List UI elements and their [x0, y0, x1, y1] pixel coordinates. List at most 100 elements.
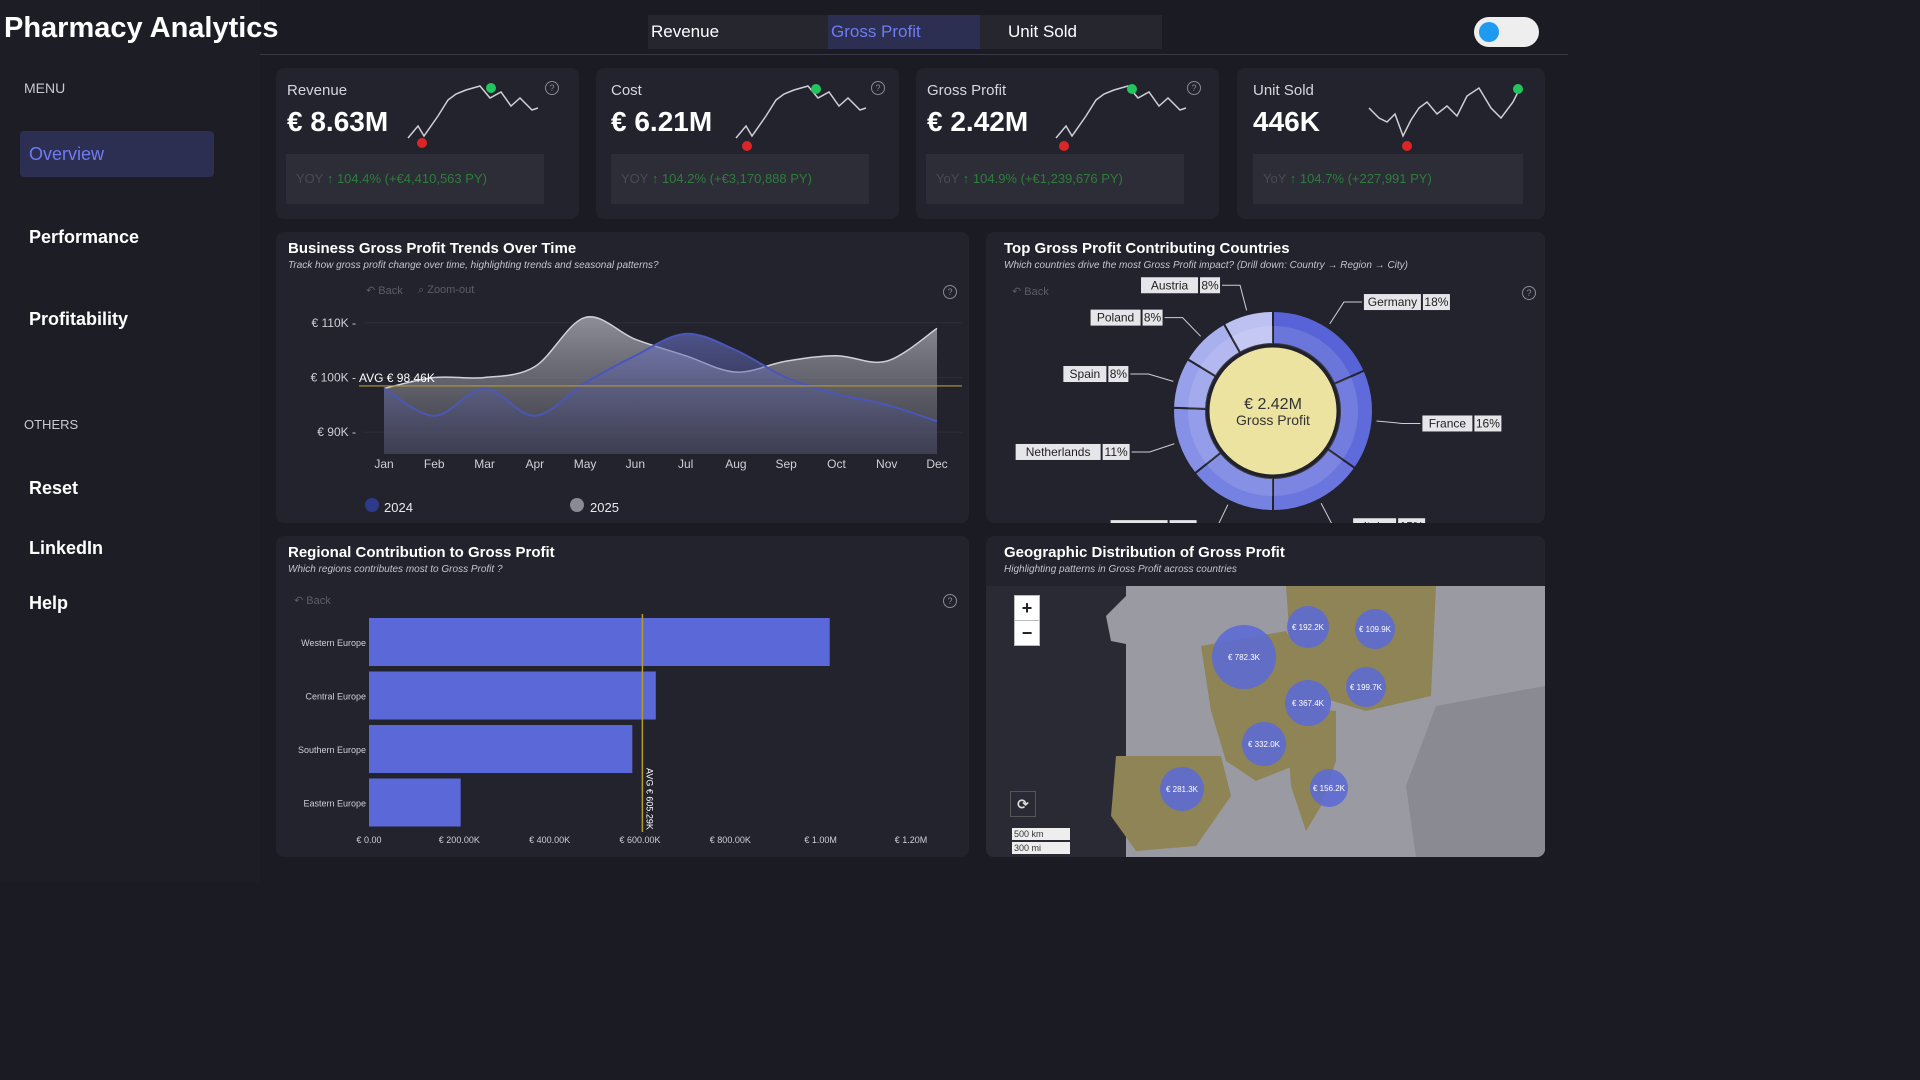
x-tick-label: Sep — [776, 457, 798, 471]
bar[interactable] — [369, 671, 656, 720]
map-bubble[interactable] — [1160, 767, 1204, 811]
donut-value-label: 15% — [1400, 519, 1424, 523]
scale-mi: 300 mi — [1012, 842, 1070, 854]
sparkline-low-point — [1402, 141, 1412, 151]
donut-category-label: Italy — [1364, 519, 1386, 523]
map-bubble-label: € 332.0K — [1248, 740, 1281, 749]
tab-unit-sold[interactable]: Unit Sold — [1008, 22, 1077, 41]
nav-item-linkedin[interactable]: LinkedIn — [29, 538, 104, 558]
help-icon[interactable]: ? — [871, 81, 885, 95]
bar[interactable] — [369, 725, 633, 773]
donut-value-label: 8% — [1144, 311, 1162, 325]
zoom-out-button[interactable]: ⌕ Zoom-out — [418, 284, 475, 296]
donut-slice[interactable] — [1222, 309, 1274, 354]
back-button[interactable]: ↶ Back — [366, 285, 403, 297]
help-icon[interactable]: ? — [1187, 81, 1201, 95]
panel-subtitle: Track how gross profit change over time,… — [288, 260, 659, 271]
x-tick-label: € 0.00 — [356, 835, 381, 845]
toggle-knob — [1479, 22, 1499, 42]
back-button[interactable]: ↶ Back — [294, 595, 331, 607]
kpi-card-gross-profit: Gross Profit € 2.42M ? YoY ↑ 104.9% (+€1… — [916, 68, 1219, 219]
donut-value-label: 14% — [1171, 521, 1195, 523]
donut-value-box — [1474, 415, 1502, 432]
donut-label-box — [1141, 277, 1199, 294]
donut-leader-line — [1164, 317, 1202, 337]
bar[interactable] — [369, 618, 830, 666]
back-button[interactable]: ↶ Back — [1012, 286, 1049, 298]
others-heading: OTHERS — [24, 417, 79, 432]
donut-slice-inner — [1231, 326, 1273, 353]
help-icon[interactable]: ? — [1522, 286, 1536, 300]
map-italy — [1286, 706, 1336, 831]
yoy-prefix: YOY — [621, 171, 649, 186]
yoy-change: ↑ 104.7% (+227,991 PY) — [1289, 171, 1432, 186]
help-icon[interactable]: ? — [943, 285, 957, 299]
x-tick-label: Dec — [926, 457, 947, 471]
map-bubble[interactable] — [1287, 606, 1329, 648]
x-tick-label: € 600.00K — [619, 835, 660, 845]
legend-2024-label: 2024 — [384, 500, 413, 515]
nav-item-overview[interactable]: Overview — [20, 131, 214, 177]
yoy-change: ↑ 104.2% (+€3,170,888 PY) — [651, 171, 812, 186]
series-2024-line — [383, 332, 938, 423]
kpi-label: Cost — [611, 82, 642, 99]
reset-view-button[interactable]: ⟳ — [1010, 791, 1036, 817]
donut-slice-inner — [1327, 376, 1358, 460]
donut-slice-inner — [1188, 366, 1216, 409]
nav-item-performance[interactable]: Performance — [29, 227, 140, 247]
donut-slice-inner — [1200, 336, 1241, 377]
donut-label-box — [1090, 309, 1141, 326]
panel-subtitle: Highlighting patterns in Gross Profit ac… — [1004, 564, 1237, 575]
nav-item-help[interactable]: Help — [29, 593, 69, 613]
countries-panel: Top Gross Profit Contributing Countries … — [986, 232, 1545, 523]
help-icon[interactable]: ? — [943, 594, 957, 608]
donut-value-box — [1422, 294, 1450, 311]
map-sea — [986, 586, 1106, 857]
theme-toggle[interactable] — [1474, 17, 1539, 47]
map-bubble[interactable] — [1285, 680, 1331, 726]
legend-2024-marker — [365, 498, 379, 512]
yoy-change: ↑ 104.9% (+€1,239,676 PY) — [962, 171, 1123, 186]
tab-revenue[interactable]: Revenue — [651, 22, 720, 41]
europe-map[interactable] — [986, 586, 1545, 857]
kpi-yoy: YoY ↑ 104.9% (+€1,239,676 PY) — [926, 154, 1184, 204]
x-tick-label: € 400.00K — [529, 835, 570, 845]
sparkline-chart — [1368, 84, 1523, 151]
map-bubble-label: € 156.2K — [1313, 784, 1346, 793]
donut-category-label: Austria — [1151, 278, 1189, 292]
x-tick-label: € 800.00K — [710, 835, 751, 845]
map-bubble-label: € 281.3K — [1166, 785, 1199, 794]
donut-category-label: Netherlands — [1026, 445, 1091, 459]
donut-label-box — [1015, 443, 1101, 460]
donut-label-box — [1353, 518, 1397, 523]
bar[interactable] — [369, 778, 461, 827]
nav-item-reset[interactable]: Reset — [29, 478, 79, 498]
donut-category-label: Belgium — [1117, 521, 1160, 523]
donut-category-label: Germany — [1368, 295, 1417, 309]
map-bubbles: € 782.3K € 192.2K € 109.9K € 367.4K € 199.7K… — [1160, 606, 1395, 811]
kpi-value: 446K — [1253, 106, 1320, 137]
tab-gross-profit[interactable]: Gross Profit — [828, 15, 980, 49]
nav-item-profitability[interactable]: Profitability — [29, 309, 129, 329]
x-tick-label: Feb — [424, 457, 445, 471]
legend-2025-label: 2025 — [590, 500, 619, 515]
zoom-out-label: Zoom-out — [427, 284, 475, 296]
legend-2025-marker — [570, 498, 584, 512]
donut-leader-line — [1218, 504, 1229, 523]
map-bubble[interactable] — [1212, 625, 1276, 689]
kpi-label: Gross Profit — [927, 82, 1007, 99]
zoom-in-button[interactable]: + — [1014, 595, 1040, 621]
map-bubble-label: € 109.9K — [1359, 625, 1392, 634]
yoy-prefix: YoY — [936, 171, 960, 186]
geo-panel: Geographic Distribution of Gross Profit … — [986, 536, 1545, 857]
y-tick-label: € 100K - — [311, 371, 356, 385]
zoom-out-button[interactable]: − — [1014, 620, 1040, 646]
map-bubble[interactable] — [1355, 609, 1395, 649]
sparkline-low-point — [417, 138, 427, 148]
kpi-yoy: YOY ↑ 104.4% (+€4,410,563 PY) — [286, 154, 544, 204]
help-icon[interactable]: ? — [545, 81, 559, 95]
map-bubble[interactable] — [1310, 769, 1348, 807]
map-east — [1406, 686, 1545, 857]
map-bubble[interactable] — [1346, 667, 1386, 707]
map-bubble[interactable] — [1242, 722, 1286, 766]
